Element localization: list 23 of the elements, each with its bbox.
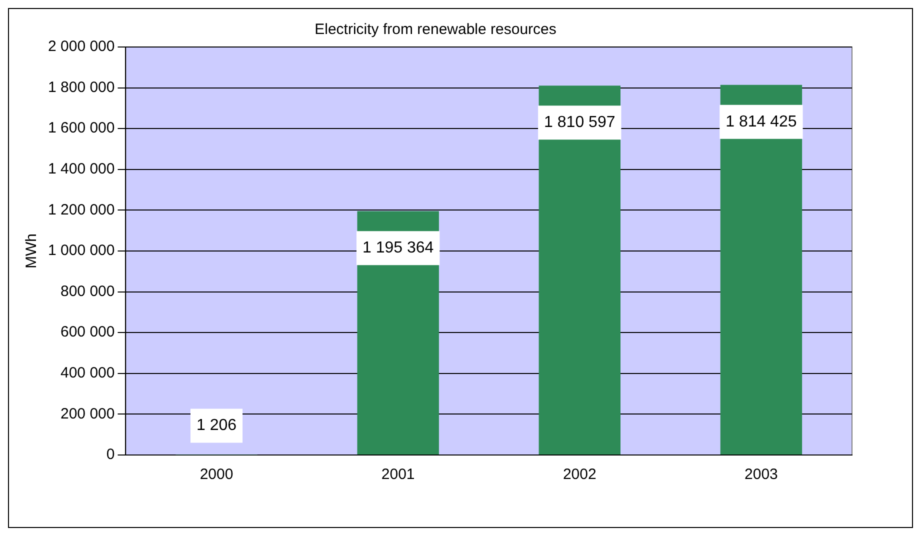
data-label: 1 814 425 [726, 113, 797, 130]
x-tick-label: 2001 [381, 466, 415, 484]
y-tick-label: 800 000 [60, 282, 115, 300]
y-tick-label: 1 400 000 [48, 160, 115, 178]
y-tick-label: 0 [106, 446, 115, 464]
y-axis-title: MWh [23, 234, 40, 268]
data-label: 1 206 [196, 417, 237, 434]
bar [538, 86, 620, 454]
y-tick-label: 600 000 [60, 324, 115, 341]
y-tick-label: 200 000 [60, 405, 115, 422]
y-tick-label: 1 800 000 [48, 78, 115, 96]
bar [720, 84, 802, 454]
y-tick-label: 1 000 000 [48, 242, 115, 260]
y-tick-label: 1 600 000 [48, 120, 115, 137]
x-tick-label: 2003 [744, 466, 778, 484]
x-tick-label: 2000 [200, 466, 234, 484]
y-tick-label: 1 200 000 [48, 201, 115, 218]
chart-title: Electricity from renewable resources [314, 21, 556, 38]
y-tick-label: 2 000 000 [48, 38, 115, 56]
x-tick-label: 2002 [562, 466, 596, 484]
data-label: 1 195 364 [362, 240, 434, 257]
data-label: 1 810 597 [544, 114, 616, 132]
y-tick-label: 400 000 [60, 364, 115, 382]
